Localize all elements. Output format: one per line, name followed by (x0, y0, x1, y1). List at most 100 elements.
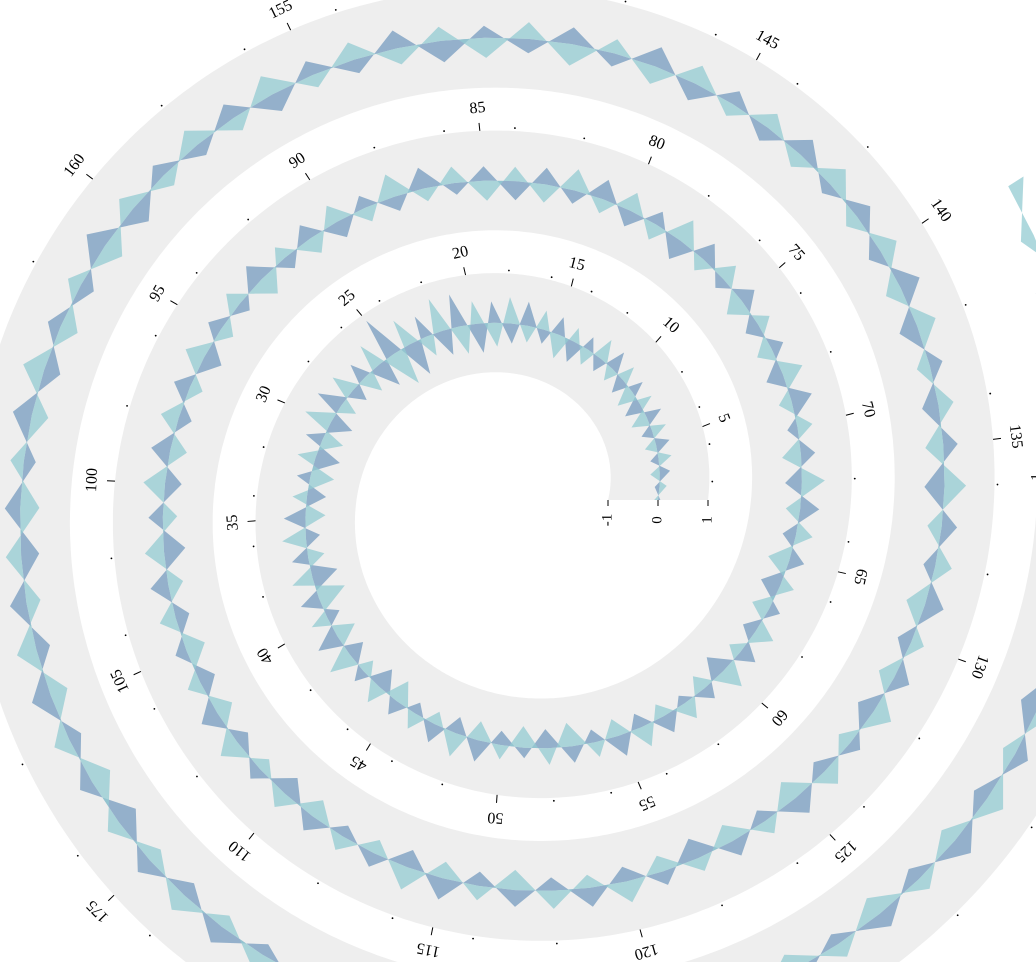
minor-tick (420, 281, 423, 284)
x-tick-label: 45 (347, 752, 369, 775)
minor-tick (964, 303, 967, 306)
minor-tick (996, 483, 999, 486)
minor-tick (76, 854, 79, 857)
minor-tick (989, 392, 992, 395)
minor-tick (514, 127, 516, 129)
major-tick (170, 300, 178, 306)
minor-tick (252, 494, 255, 497)
x-tick-label: 75 (785, 241, 808, 264)
x-tick-label: 70 (858, 400, 878, 420)
minor-tick (317, 882, 319, 885)
major-tick (463, 267, 467, 276)
major-tick (248, 832, 255, 840)
minor-tick (391, 917, 394, 920)
minor-tick (309, 689, 312, 692)
x-tick-label: 35 (224, 514, 242, 531)
x-tick-label: 40 (254, 645, 277, 668)
major-tick (277, 399, 286, 404)
major-tick (921, 218, 929, 224)
major-tick (992, 437, 1002, 440)
minor-tick (708, 443, 711, 445)
x-tick-label: 155 (266, 0, 295, 22)
minor-tick (126, 404, 128, 407)
minor-tick (956, 914, 959, 917)
minor-tick (443, 130, 445, 132)
minor-tick (153, 708, 156, 710)
minor-tick (340, 326, 343, 329)
minor-tick (555, 942, 558, 945)
major-tick (365, 743, 371, 751)
minor-tick (508, 269, 510, 272)
major-tick (755, 52, 761, 61)
minor-tick (441, 783, 444, 786)
minor-tick (829, 601, 832, 603)
x-tick-label: 10 (659, 313, 682, 336)
x-tick-label: 120 (632, 940, 660, 962)
minor-tick (148, 934, 151, 937)
major-tick (829, 834, 836, 841)
major-tick (637, 781, 642, 790)
minor-tick (665, 772, 668, 775)
major-tick (958, 658, 966, 663)
x-tick-label: 30 (253, 384, 275, 405)
minor-tick (799, 292, 802, 294)
minor-tick (721, 904, 723, 907)
minor-tick (626, 311, 629, 314)
minor-tick (714, 33, 717, 36)
major-tick (702, 423, 711, 427)
x-tick-label: 145 (753, 27, 782, 53)
x-tick-label: 100 (83, 468, 101, 493)
minor-tick (698, 406, 701, 408)
minor-tick (124, 634, 127, 637)
minor-tick (853, 477, 856, 480)
minor-tick (262, 446, 265, 448)
major-tick (778, 262, 786, 269)
x-tick-label: 80 (646, 132, 667, 154)
x-tick-label: 95 (146, 282, 169, 304)
minor-tick (32, 260, 35, 263)
x-tick-label: 20 (451, 243, 470, 263)
major-tick (655, 335, 662, 343)
x-tick-label: 115 (415, 939, 441, 960)
minor-tick (681, 371, 683, 373)
major-tick (247, 520, 256, 522)
minor-tick (986, 573, 989, 576)
series-areas (4, 22, 1036, 962)
minor-tick (707, 194, 710, 197)
major-tick (277, 643, 285, 649)
minor-tick (552, 799, 555, 802)
major-tick (496, 794, 498, 803)
minor-tick (472, 937, 474, 940)
x-tick-label: 15 (567, 254, 587, 274)
x-tick-label: 65 (850, 567, 870, 586)
minor-tick (373, 146, 376, 149)
minor-tick (711, 480, 714, 483)
series-2-area (5, 22, 1036, 962)
minor-tick (918, 737, 921, 740)
minor-tick (829, 350, 832, 353)
minor-tick (346, 728, 349, 731)
minor-tick (866, 146, 869, 148)
minor-tick (262, 596, 264, 598)
x-tick-label: 5 (714, 411, 733, 425)
minor-tick (247, 218, 250, 221)
major-tick (356, 309, 363, 316)
major-tick (845, 412, 854, 416)
major-tick (107, 894, 115, 902)
major-tick (286, 22, 292, 31)
minor-tick (21, 763, 24, 766)
x-tick-label: 175 (83, 897, 112, 926)
x-tick-label: 90 (286, 149, 309, 172)
minor-tick (863, 805, 865, 808)
major-tick (648, 156, 652, 165)
minor-tick (154, 334, 157, 337)
minor-tick (758, 239, 761, 242)
minor-tick (717, 743, 720, 746)
major-tick (761, 702, 769, 709)
major-tick (133, 670, 142, 676)
minor-tick (847, 540, 850, 543)
